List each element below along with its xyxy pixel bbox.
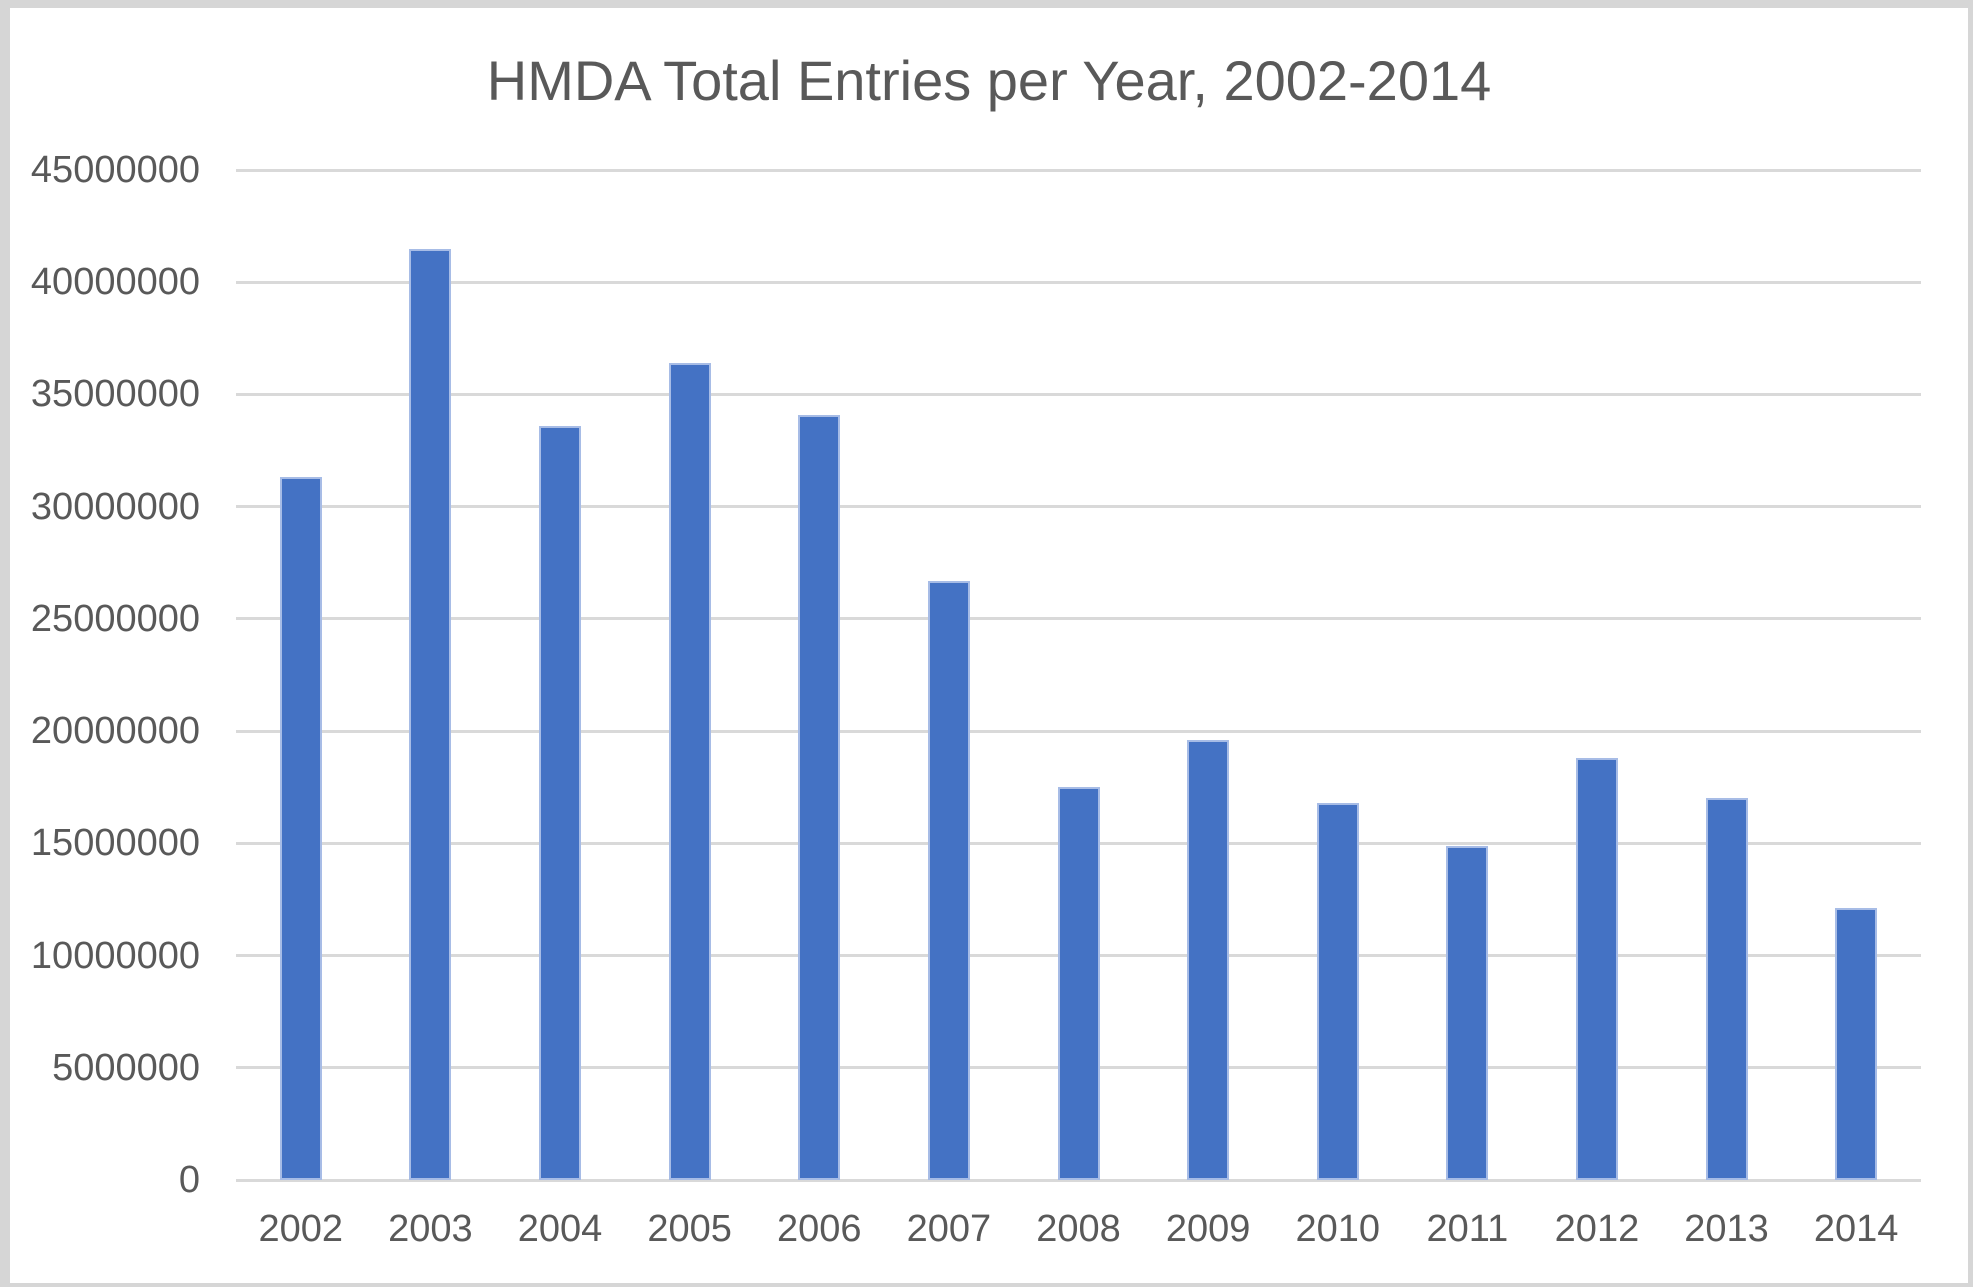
x-tick-label: 2012 bbox=[1554, 1208, 1640, 1250]
bar-2012 bbox=[1575, 758, 1618, 1180]
y-tick-label: 35000000 bbox=[30, 373, 200, 416]
x-tick-label: 2006 bbox=[776, 1208, 862, 1250]
x-tick-label: 2007 bbox=[906, 1208, 992, 1250]
bar-2007 bbox=[927, 580, 970, 1180]
x-tick-label: 2002 bbox=[258, 1208, 344, 1250]
gridline bbox=[236, 729, 1921, 733]
bar-2002 bbox=[279, 477, 322, 1180]
bar-2014 bbox=[1835, 908, 1878, 1180]
bar-chart: HMDA Total Entries per Year, 2002-2014 0… bbox=[10, 8, 1968, 1283]
bar-2004 bbox=[539, 425, 582, 1180]
gridline bbox=[236, 280, 1921, 284]
x-tick-label: 2008 bbox=[1036, 1208, 1121, 1250]
x-axis-line bbox=[236, 1178, 1921, 1182]
y-tick-label: 40000000 bbox=[30, 261, 200, 304]
y-tick-label: 20000000 bbox=[30, 710, 200, 753]
gridline bbox=[236, 505, 1921, 509]
bar-2010 bbox=[1316, 802, 1359, 1180]
bar-2005 bbox=[668, 363, 711, 1180]
bar-2008 bbox=[1057, 787, 1100, 1180]
y-tick-label: 15000000 bbox=[30, 822, 200, 865]
x-tick-label: 2014 bbox=[1813, 1208, 1899, 1250]
x-tick-label: 2010 bbox=[1295, 1208, 1380, 1250]
bar-2011 bbox=[1446, 845, 1489, 1180]
bar-2013 bbox=[1705, 798, 1748, 1180]
x-tick-label: 2011 bbox=[1426, 1208, 1509, 1250]
gridline bbox=[236, 392, 1921, 396]
x-tick-label: 2005 bbox=[647, 1208, 732, 1250]
bar-2003 bbox=[409, 248, 452, 1180]
y-tick-label: 0 bbox=[178, 1159, 200, 1201]
x-tick-label: 2013 bbox=[1684, 1208, 1769, 1250]
chart-title: HMDA Total Entries per Year, 2002-2014 bbox=[486, 49, 1492, 112]
bar-2006 bbox=[798, 414, 841, 1180]
gridline bbox=[236, 168, 1921, 172]
gridline bbox=[236, 617, 1921, 621]
x-tick-label: 2009 bbox=[1165, 1208, 1251, 1250]
bar-2009 bbox=[1187, 740, 1230, 1180]
y-tick-label: 10000000 bbox=[30, 934, 200, 977]
plot-area bbox=[236, 168, 1921, 1182]
y-tick-label: 45000000 bbox=[30, 149, 200, 191]
y-tick-label: 5000000 bbox=[52, 1046, 200, 1089]
y-tick-label: 25000000 bbox=[30, 597, 200, 640]
x-tick-label: 2004 bbox=[517, 1208, 603, 1250]
x-tick-label: 2003 bbox=[388, 1208, 473, 1250]
y-tick-label: 30000000 bbox=[30, 485, 200, 528]
